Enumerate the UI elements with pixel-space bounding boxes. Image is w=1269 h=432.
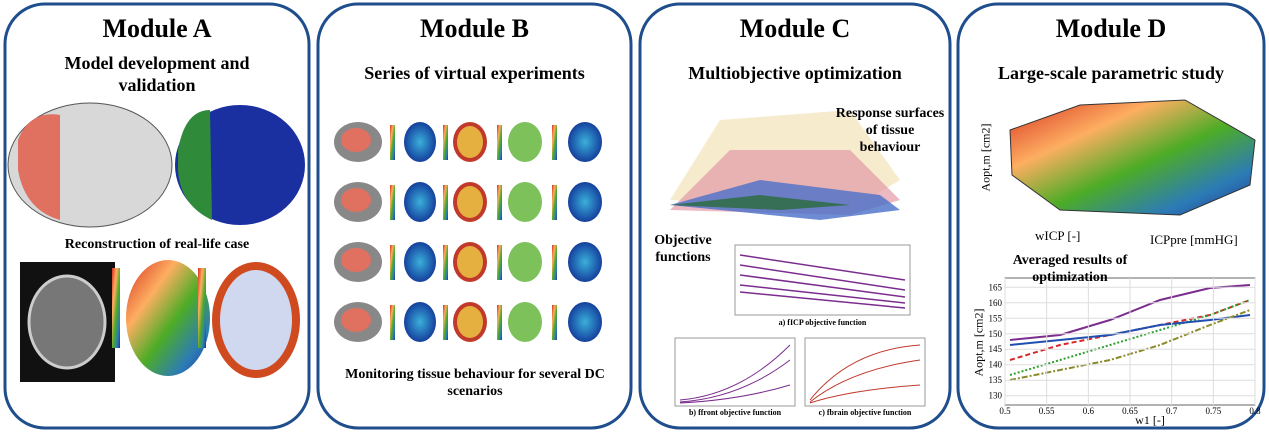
figure: 0.50.550.60.650.70.750.81301351401451501… — [0, 0, 1269, 432]
axis-label: wICP [-] — [1035, 228, 1080, 244]
x-tick-label: 0.8 — [1249, 406, 1261, 416]
caption: Reconstruction of real-life case — [5, 236, 309, 253]
x-tick-label: 0.6 — [1083, 406, 1095, 416]
plot-caption: b) ffront objective function — [675, 408, 795, 417]
title: Module A — [5, 14, 309, 44]
module-b-images — [334, 122, 602, 342]
y-tick-label: 130 — [989, 391, 1003, 401]
y-axis-label: Aopt,m [cm2] — [972, 309, 987, 377]
y-tick-label: 160 — [989, 298, 1003, 308]
y-tick-label: 135 — [989, 375, 1003, 385]
title: Module B — [318, 14, 631, 44]
x-tick-label: 0.5 — [999, 406, 1011, 416]
surface-label: Response surfaces of tissue behaviour — [835, 105, 945, 156]
axis-label: ICPpre [mmHG] — [1150, 232, 1238, 248]
y-tick-label: 145 — [989, 344, 1003, 354]
plot-caption: c) fbrain objective function — [805, 408, 925, 417]
y-tick-label: 140 — [989, 360, 1003, 370]
title: Module D — [958, 14, 1264, 44]
subtitle: Model development and validation — [30, 52, 284, 96]
caption: Monitoring tissue behaviour for several … — [340, 366, 610, 400]
title: Module C — [640, 14, 950, 44]
y-tick-label: 150 — [989, 329, 1003, 339]
objective-label: Objective functions — [648, 232, 718, 266]
module-d-surface — [1010, 100, 1255, 215]
x-tick-label: 0.55 — [1039, 406, 1055, 416]
subtitle: Large-scale parametric study — [958, 62, 1264, 84]
subtitle: Multiobjective optimization — [640, 62, 950, 84]
results-title: Averaged results of optimization — [1010, 252, 1130, 286]
y-tick-label: 155 — [989, 313, 1003, 323]
axis-label: Aopt,m [cm2] — [979, 124, 994, 192]
plot-caption: a) fICP objective function — [735, 318, 910, 327]
x-tick-label: 0.75 — [1205, 406, 1221, 416]
y-tick-label: 165 — [989, 282, 1003, 292]
subtitle: Series of virtual experiments — [318, 62, 631, 84]
x-axis-label: w1 [-] — [1130, 413, 1170, 428]
